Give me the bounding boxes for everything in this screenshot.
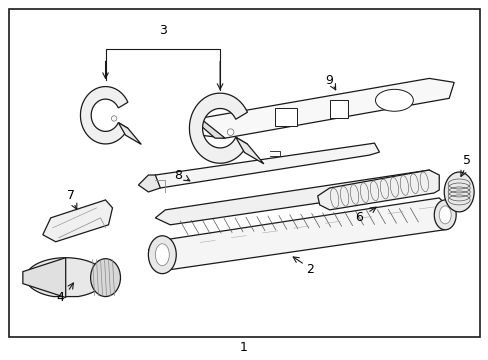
Bar [329, 100, 347, 118]
Text: 7: 7 [66, 189, 75, 202]
Ellipse shape [380, 179, 388, 199]
Polygon shape [138, 175, 160, 192]
Ellipse shape [399, 176, 408, 195]
Ellipse shape [369, 181, 378, 201]
Bar [274, 108, 296, 126]
Ellipse shape [360, 183, 368, 203]
Text: 3: 3 [159, 24, 167, 37]
Polygon shape [155, 170, 438, 225]
Polygon shape [148, 143, 379, 188]
Polygon shape [26, 258, 105, 297]
Polygon shape [81, 86, 128, 144]
Circle shape [111, 116, 117, 121]
Text: 5: 5 [462, 154, 470, 167]
Polygon shape [192, 118, 224, 138]
Text: 8: 8 [174, 168, 182, 181]
Text: 1: 1 [240, 341, 247, 354]
Ellipse shape [330, 188, 338, 208]
Polygon shape [42, 200, 112, 242]
Text: 6: 6 [355, 211, 363, 224]
Ellipse shape [350, 185, 358, 204]
Polygon shape [192, 78, 453, 138]
Ellipse shape [340, 186, 348, 206]
Circle shape [227, 129, 233, 135]
Ellipse shape [90, 259, 120, 297]
Polygon shape [148, 198, 448, 270]
Polygon shape [23, 258, 65, 298]
Ellipse shape [419, 172, 427, 192]
Ellipse shape [433, 200, 455, 230]
Ellipse shape [409, 174, 418, 194]
Polygon shape [189, 93, 247, 163]
Polygon shape [317, 170, 438, 210]
Ellipse shape [389, 177, 398, 197]
Polygon shape [235, 137, 264, 164]
Text: 9: 9 [325, 74, 333, 87]
Text: 4: 4 [57, 291, 64, 304]
Ellipse shape [375, 89, 412, 111]
Ellipse shape [438, 206, 450, 224]
Text: 2: 2 [305, 263, 313, 276]
Ellipse shape [155, 244, 169, 266]
Polygon shape [118, 122, 141, 144]
Ellipse shape [148, 236, 176, 274]
Ellipse shape [443, 172, 473, 212]
